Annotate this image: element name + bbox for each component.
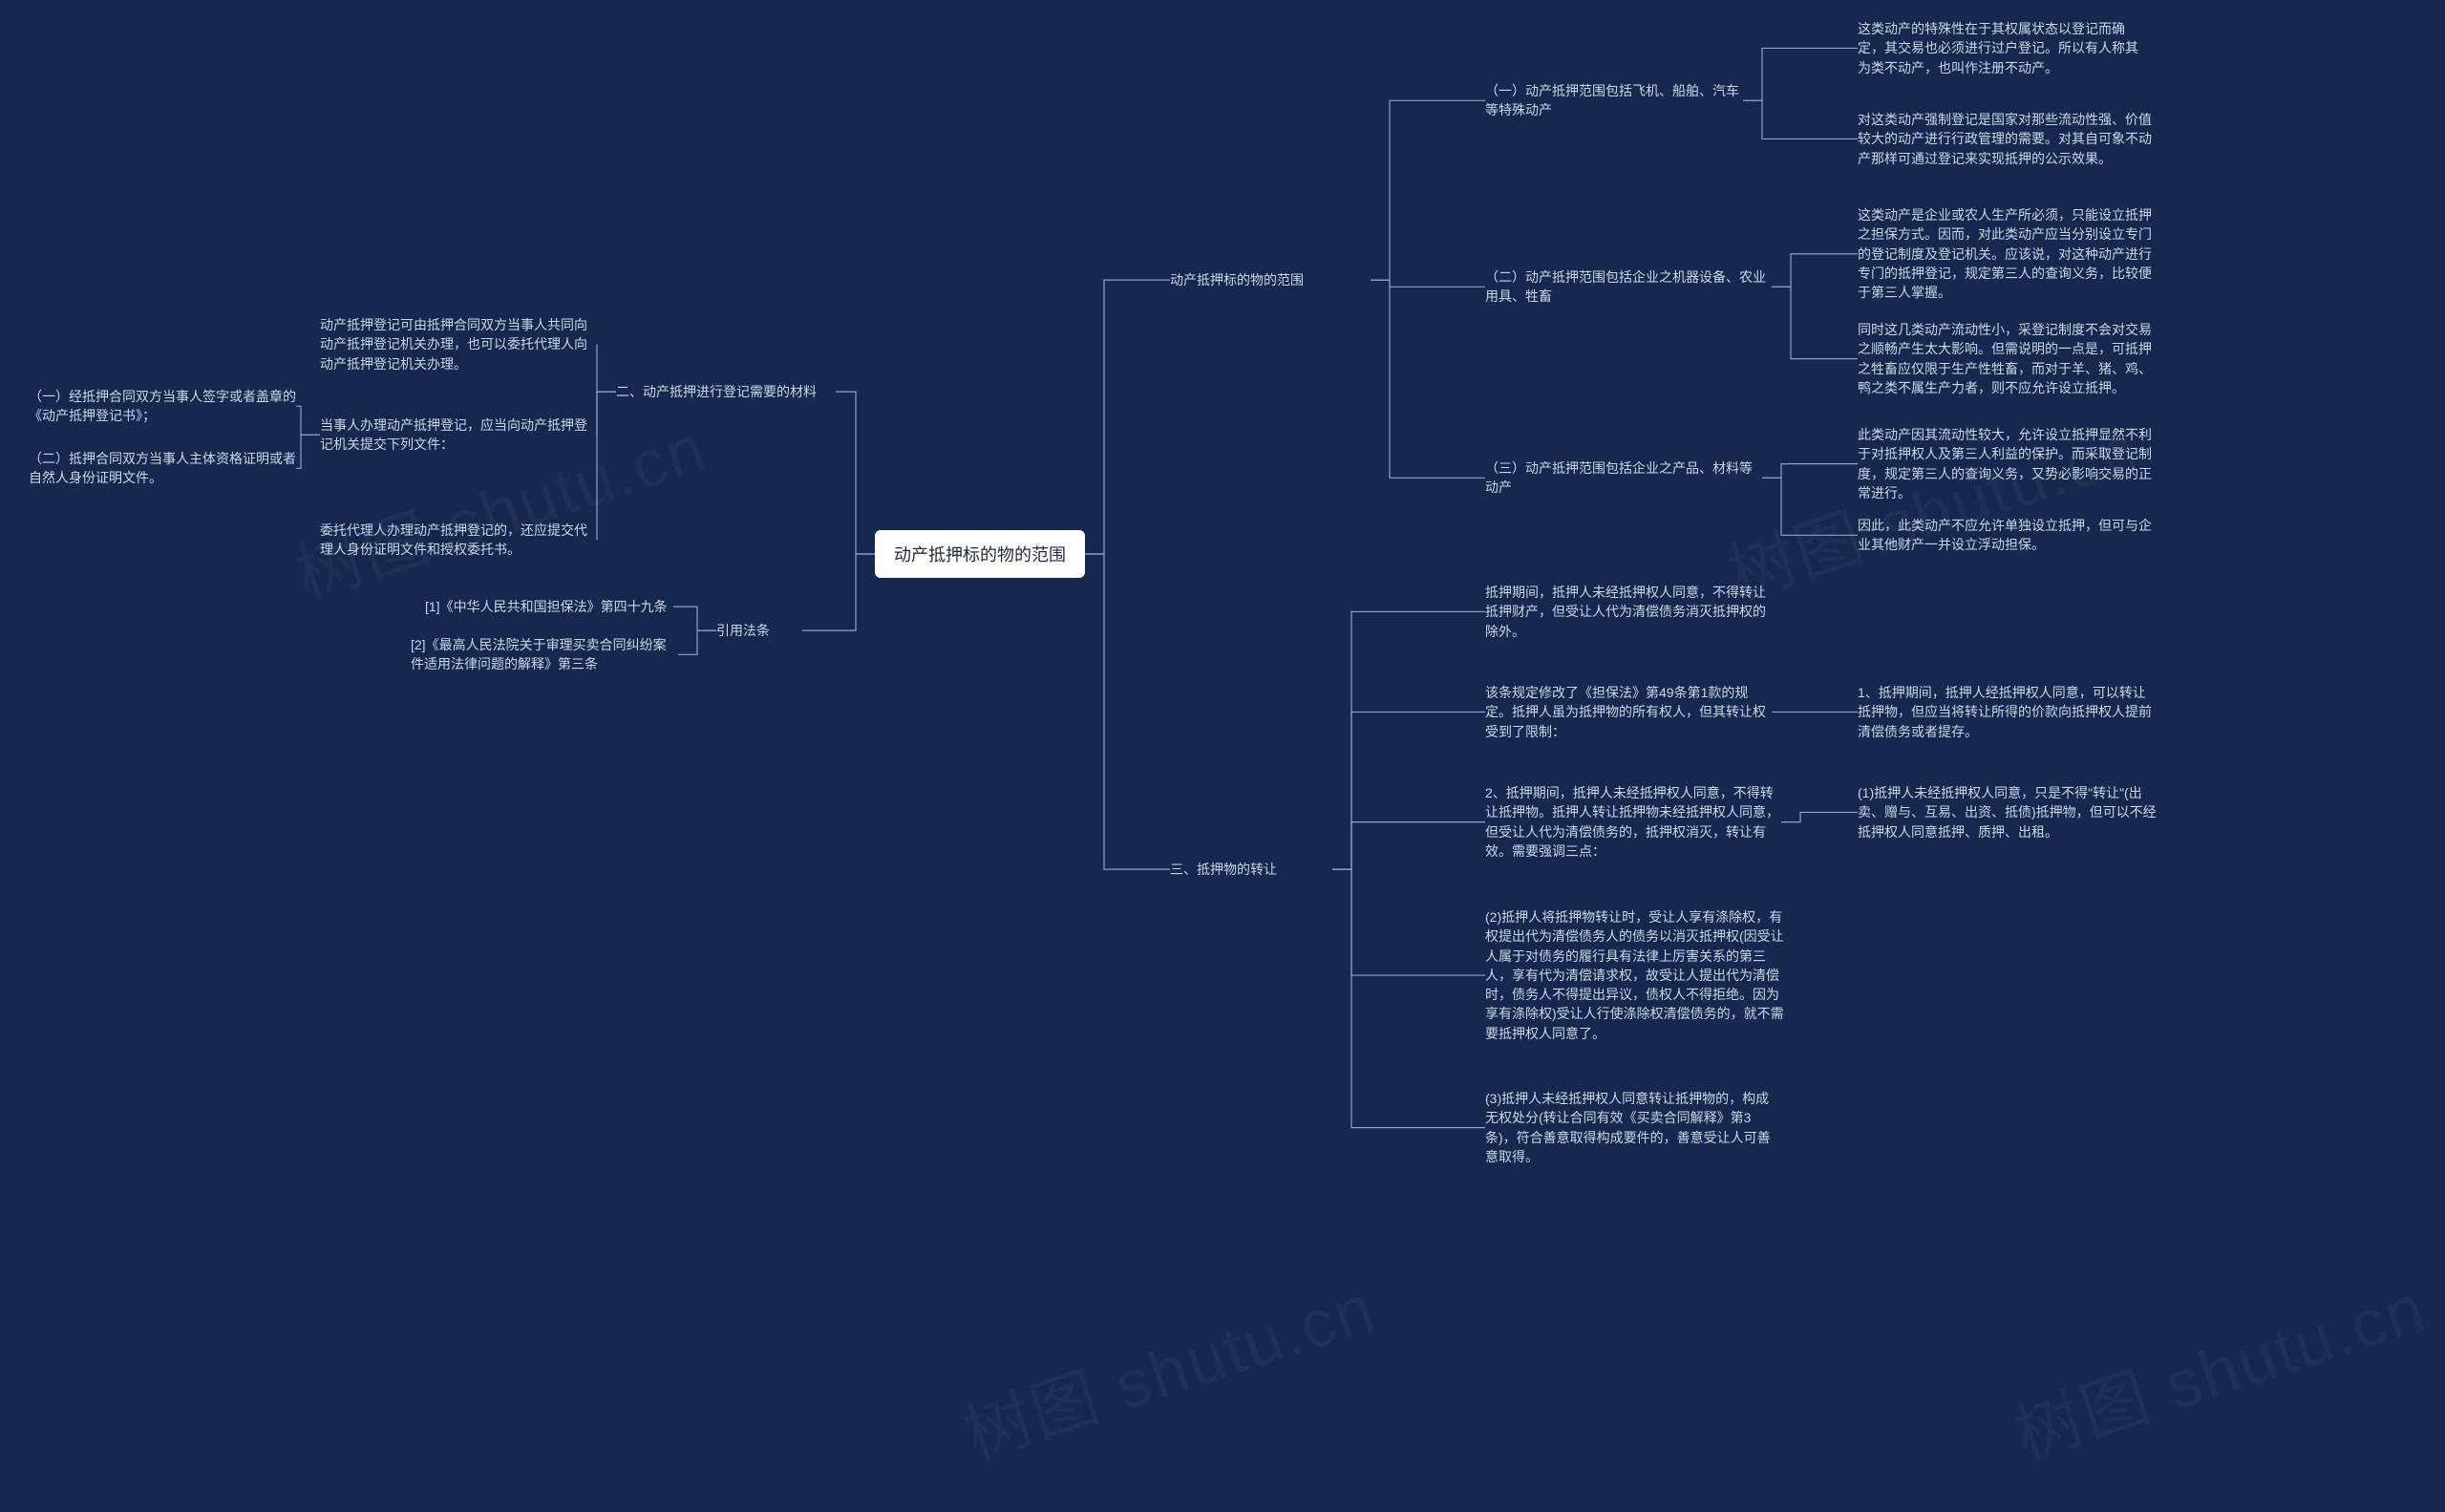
mindmap-node: [2]《最高人民法院关于审理买卖合同纠纷案件适用法律问题的解释》第三条 (411, 635, 678, 674)
mindmap-node: 因此，此类动产不应允许单独设立抵押，但可与企业其他财产一并设立浮动担保。 (1858, 516, 2154, 555)
mindmap-node: （三）动产抵押范围包括企业之产品、材料等动产 (1485, 458, 1762, 498)
mindmap-node: (3)抵押人未经抵押权人同意转让抵押物的，构成无权处分(转让合同有效《买卖合同解… (1485, 1089, 1781, 1166)
mindmap-node: 这类动产是企业或农人生产所必须，只能设立抵押之担保方式。因而，对此类动产应当分别… (1858, 205, 2163, 302)
mindmap-node: 引用法条 (716, 621, 802, 640)
mindmap-node: （一）动产抵押范围包括飞机、船舶、汽车等特殊动产 (1485, 81, 1743, 120)
mindmap-node: 这类动产的特殊性在于其权属状态以登记而确定，其交易也必须进行过户登记。所以有人称… (1858, 19, 2144, 77)
mindmap-node: [1]《中华人民共和国担保法》第四十九条 (425, 597, 673, 616)
mindmap-node: （一）经抵押合同双方当事人签字或者盖章的《动产抵押登记书》； (29, 387, 296, 426)
mindmap-node: (1)抵押人未经抵押权人同意，只是不得"转让"(出卖、赠与、互易、出资、抵债)抵… (1858, 783, 2163, 841)
watermark: 树图 shutu.cn (950, 1255, 1385, 1479)
mindmap-node: （二）动产抵押范围包括企业之机器设备、农业用具、牲畜 (1485, 267, 1772, 307)
mindmap-node: 动产抵押标的物的范围 (1170, 270, 1371, 289)
mindmap-node: 对这类动产强制登记是国家对那些流动性强、价值较大的动产进行行政管理的需要。对其自… (1858, 110, 2154, 168)
mindmap-node: 三、抵押物的转让 (1170, 860, 1332, 879)
mindmap-root: 动产抵押标的物的范围 (875, 530, 1085, 578)
mindmap-node: 抵押期间，抵押人未经抵押权人同意，不得转让抵押财产，但受让人代为清偿债务消灭抵押… (1485, 583, 1772, 641)
mindmap-node: 当事人办理动产抵押登记，应当向动产抵押登记机关提交下列文件： (320, 415, 597, 455)
mindmap-node: 委托代理人办理动产抵押登记的，还应提交代理人身份证明文件和授权委托书。 (320, 521, 597, 560)
mindmap-node: 同时这几类动产流动性小，采登记制度不会对交易之顺畅产生太大影响。但需说明的一点是… (1858, 320, 2163, 397)
mindmap-node: 此类动产因其流动性较大，允许设立抵押显然不利于对抵押权人及第三人利益的保护。而采… (1858, 425, 2163, 502)
mindmap-node: 二、动产抵押进行登记需要的材料 (616, 382, 836, 401)
mindmap-node: (2)抵押人将抵押物转让时，受让人享有涤除权，有权提出代为清偿债务人的债务以消灭… (1485, 907, 1791, 1043)
mindmap-node: （二）抵押合同双方当事人主体资格证明或者自然人身份证明文件。 (29, 449, 296, 488)
mindmap-node: 动产抵押登记可由抵押合同双方当事人共同向动产抵押登记机关办理，也可以委托代理人向… (320, 315, 597, 373)
mindmap-node: 1、抵押期间，抵押人经抵押权人同意，可以转让抵押物，但应当将转让所得的价款向抵押… (1858, 683, 2154, 741)
watermark: 树图 shutu.cn (2001, 1255, 2435, 1479)
mindmap-node: 2、抵押期间，抵押人未经抵押权人同意，不得转让抵押物。抵押人转让抵押物未经抵押权… (1485, 783, 1781, 861)
mindmap-node: 该条规定修改了《担保法》第49条第1款的规定。抵押人虽为抵押物的所有权人，但其转… (1485, 683, 1772, 741)
